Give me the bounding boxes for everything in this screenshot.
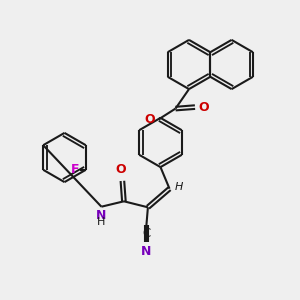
Text: O: O [199, 100, 209, 114]
Text: F: F [71, 163, 79, 176]
Text: O: O [116, 163, 126, 176]
Text: N: N [96, 209, 106, 222]
Text: H: H [97, 217, 106, 227]
Text: N: N [141, 245, 152, 258]
Text: C: C [142, 227, 151, 240]
Text: O: O [144, 112, 155, 126]
Text: H: H [174, 182, 183, 192]
